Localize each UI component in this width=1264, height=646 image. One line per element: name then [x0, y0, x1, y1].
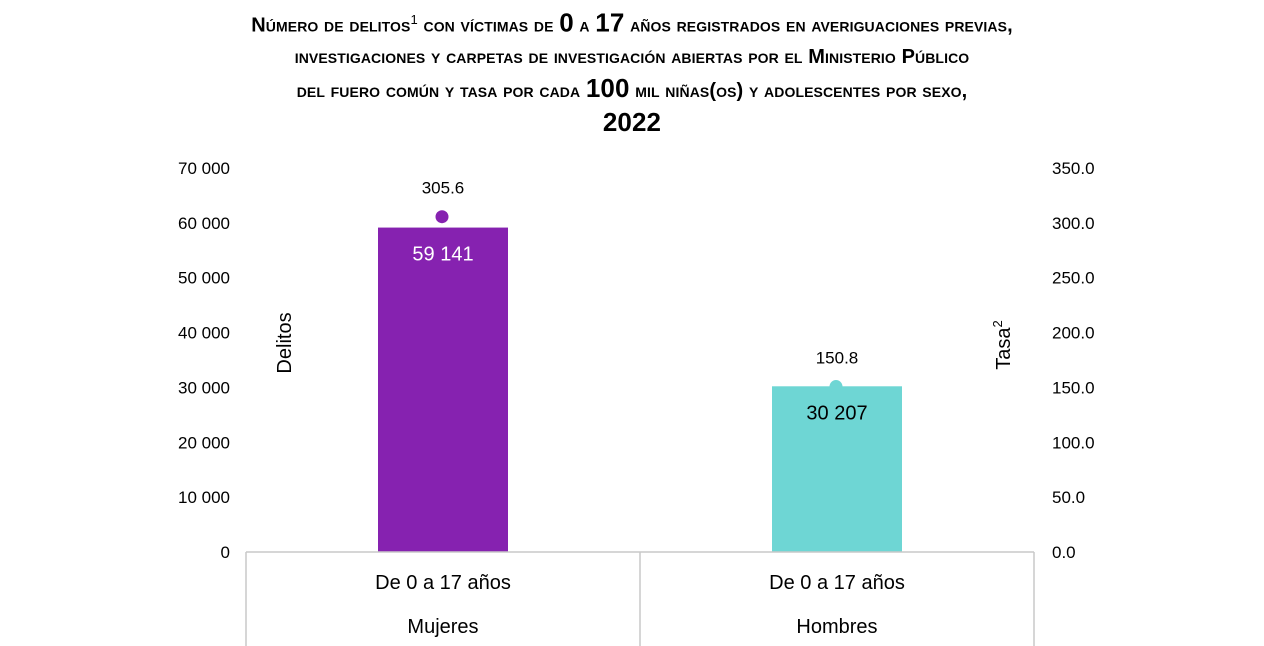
right-axis-tick-label: 150.0 [1052, 378, 1095, 397]
rate-point [829, 380, 843, 394]
title-part: del fuero común y tasa por cada [296, 79, 586, 102]
right-axis-title: Tasa2 [990, 320, 1015, 369]
left-axis-tick-label: 40 000 [178, 324, 230, 343]
right-axis-tick-label: 50.0 [1052, 488, 1085, 507]
title-part: mil niñas(os) y adolescentes por sexo, [629, 79, 968, 102]
x-axis-group-label: Mujeres [407, 616, 478, 638]
right-axis-tick-label: 250.0 [1052, 269, 1095, 288]
title-footnote-1: 1 [410, 12, 418, 27]
right-axis-tick-label: 0.0 [1052, 543, 1076, 562]
title-part: a [573, 14, 596, 37]
left-axis-tick-label: 30 000 [178, 378, 230, 397]
rate-data-label: 150.8 [816, 349, 859, 368]
left-axis-tick-label: 10 000 [178, 488, 230, 507]
title-line-2: investigaciones y carpetas de investigac… [294, 45, 970, 68]
right-axis-title-footnote: 2 [990, 320, 1005, 327]
title-line-1: Número de delitos1 con víctimas de 0 a 1… [0, 4, 1264, 42]
left-axis-title: Delitos [274, 312, 296, 373]
right-axis-tick-label: 200.0 [1052, 324, 1095, 343]
title-part: años registrados en averiguaciones previ… [624, 14, 1013, 37]
title-number: 0 [559, 7, 574, 38]
bar-delitos [772, 386, 902, 552]
chart-title: Número de delitos1 con víctimas de 0 a 1… [0, 4, 1264, 138]
title-number: 17 [595, 7, 625, 38]
x-axis-category-label: De 0 a 17 años [375, 572, 511, 594]
title-part: Número de delitos [251, 14, 411, 37]
left-axis-tick-label: 20 000 [178, 433, 230, 452]
bar-data-label: 30 207 [806, 402, 867, 424]
rate-point [435, 210, 449, 224]
x-axis-group-label: Hombres [796, 616, 877, 638]
left-axis-tick-label: 60 000 [178, 214, 230, 233]
x-axis-category-label: De 0 a 17 años [769, 572, 905, 594]
rate-data-label: 305.6 [422, 179, 465, 198]
bar-delitos [378, 227, 508, 552]
right-axis-tick-label: 100.0 [1052, 433, 1095, 452]
bar-data-label: 59 141 [412, 244, 473, 266]
left-axis-tick-label: 70 000 [178, 159, 230, 178]
title-number: 100 [585, 72, 630, 103]
title-part: con víctimas de [417, 14, 560, 37]
right-axis-tick-label: 350.0 [1052, 159, 1095, 178]
title-line-4: 2022 [602, 106, 662, 137]
right-axis-title-text: Tasa [993, 327, 1015, 370]
left-axis-tick-label: 0 [221, 543, 230, 562]
right-axis-tick-label: 300.0 [1052, 214, 1095, 233]
title-line-3: del fuero común y tasa por cada 100 mil … [0, 73, 1264, 107]
left-axis-tick-label: 50 000 [178, 269, 230, 288]
